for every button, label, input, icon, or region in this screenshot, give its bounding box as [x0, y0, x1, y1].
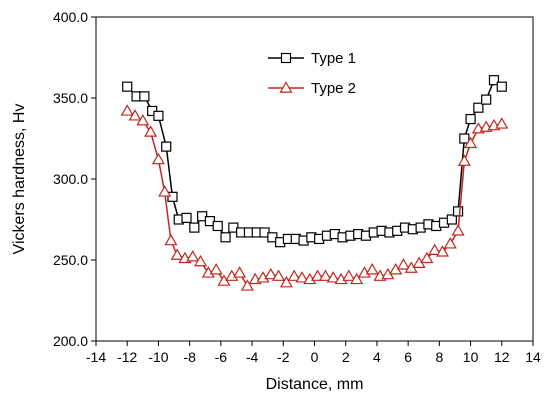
y-tick-label: 200.0 — [53, 333, 88, 349]
data-point — [473, 102, 484, 113]
data-point — [170, 248, 184, 260]
y-axis-title: Vickers hardness, Hv — [11, 104, 28, 255]
y-tick-label: 250.0 — [53, 252, 88, 268]
data-point — [136, 113, 150, 126]
x-axis-title: Distance, mm — [266, 376, 364, 393]
data-point — [139, 91, 150, 102]
legend-label-type-2: Type 2 — [311, 80, 356, 97]
x-tick-label: -10 — [148, 349, 168, 365]
data-point — [122, 81, 133, 92]
data-point — [452, 206, 464, 217]
data-point — [194, 254, 208, 267]
legend-item-type-1: Type 1 — [268, 50, 356, 67]
x-tick-label: 8 — [435, 349, 443, 365]
data-point — [158, 185, 172, 197]
x-tick-label: -8 — [183, 349, 196, 365]
x-tick-label: 12 — [494, 349, 510, 365]
data-point — [457, 154, 471, 166]
data-point — [151, 152, 165, 165]
data-point — [318, 269, 332, 281]
legend-marker-type-2 — [279, 81, 293, 93]
y-axis-ticks: 200.0 250.0 300.0 350.0 400.0 — [53, 9, 96, 349]
data-point — [326, 271, 340, 283]
data-point — [295, 271, 309, 283]
x-tick-label: 4 — [373, 349, 381, 365]
x-tick-label: -12 — [117, 349, 137, 365]
legend-label-type-1: Type 1 — [311, 50, 356, 67]
data-point — [120, 104, 134, 116]
legend: Type 1 Type 2 — [268, 50, 356, 97]
data-point — [272, 269, 286, 281]
y-tick-label: 400.0 — [53, 9, 88, 25]
legend-item-type-2: Type 2 — [268, 80, 356, 97]
data-point — [464, 136, 478, 149]
data-point — [443, 237, 457, 249]
data-point — [167, 191, 178, 202]
data-point — [446, 214, 457, 225]
legend-marker-shape — [280, 52, 292, 64]
data-point — [428, 243, 442, 256]
data-point — [240, 279, 254, 291]
series-layer — [120, 75, 509, 291]
x-axis-ticks: -14 -12 -10 -8 -6 -4 -2 0 2 4 6 8 10 12 14 — [86, 341, 541, 365]
data-point — [488, 75, 500, 86]
x-tick-label: -6 — [215, 349, 228, 365]
data-point — [342, 269, 356, 281]
data-point — [189, 222, 200, 233]
x-tick-label: -2 — [277, 349, 290, 365]
data-point — [420, 251, 434, 264]
data-point — [496, 81, 507, 92]
data-point — [209, 263, 223, 275]
data-point — [495, 117, 509, 129]
data-point — [287, 269, 301, 281]
data-point — [279, 275, 293, 288]
data-point — [233, 266, 247, 278]
data-point — [161, 141, 172, 152]
data-point — [220, 232, 231, 243]
data-point — [311, 269, 325, 281]
plot-area-frame — [95, 16, 534, 342]
legend-marker-shape — [279, 81, 293, 93]
data-point — [365, 263, 379, 275]
legend-marker-type-1 — [280, 52, 292, 64]
data-point — [459, 133, 470, 144]
series-2 — [120, 104, 509, 291]
data-point — [435, 245, 450, 257]
data-point — [186, 250, 200, 262]
data-point — [465, 113, 476, 125]
data-point — [212, 220, 223, 232]
data-point — [181, 212, 192, 223]
data-point — [451, 224, 465, 236]
data-point — [396, 258, 410, 270]
data-point — [144, 125, 158, 137]
data-point — [128, 109, 142, 121]
y-tick-label: 300.0 — [53, 171, 88, 187]
x-tick-label: 6 — [404, 349, 412, 365]
data-point — [481, 94, 492, 105]
x-tick-label: 2 — [342, 349, 350, 365]
data-point — [153, 110, 164, 121]
series-1 — [122, 75, 507, 248]
x-tick-label: -4 — [246, 349, 259, 365]
y-tick-label: 350.0 — [53, 90, 88, 106]
x-tick-label: 14 — [525, 349, 541, 365]
x-tick-label: 0 — [311, 349, 319, 365]
x-tick-label: 10 — [463, 349, 479, 365]
data-point — [350, 272, 364, 285]
data-point — [264, 267, 278, 280]
data-point — [164, 233, 178, 246]
x-tick-label: -14 — [86, 349, 106, 365]
